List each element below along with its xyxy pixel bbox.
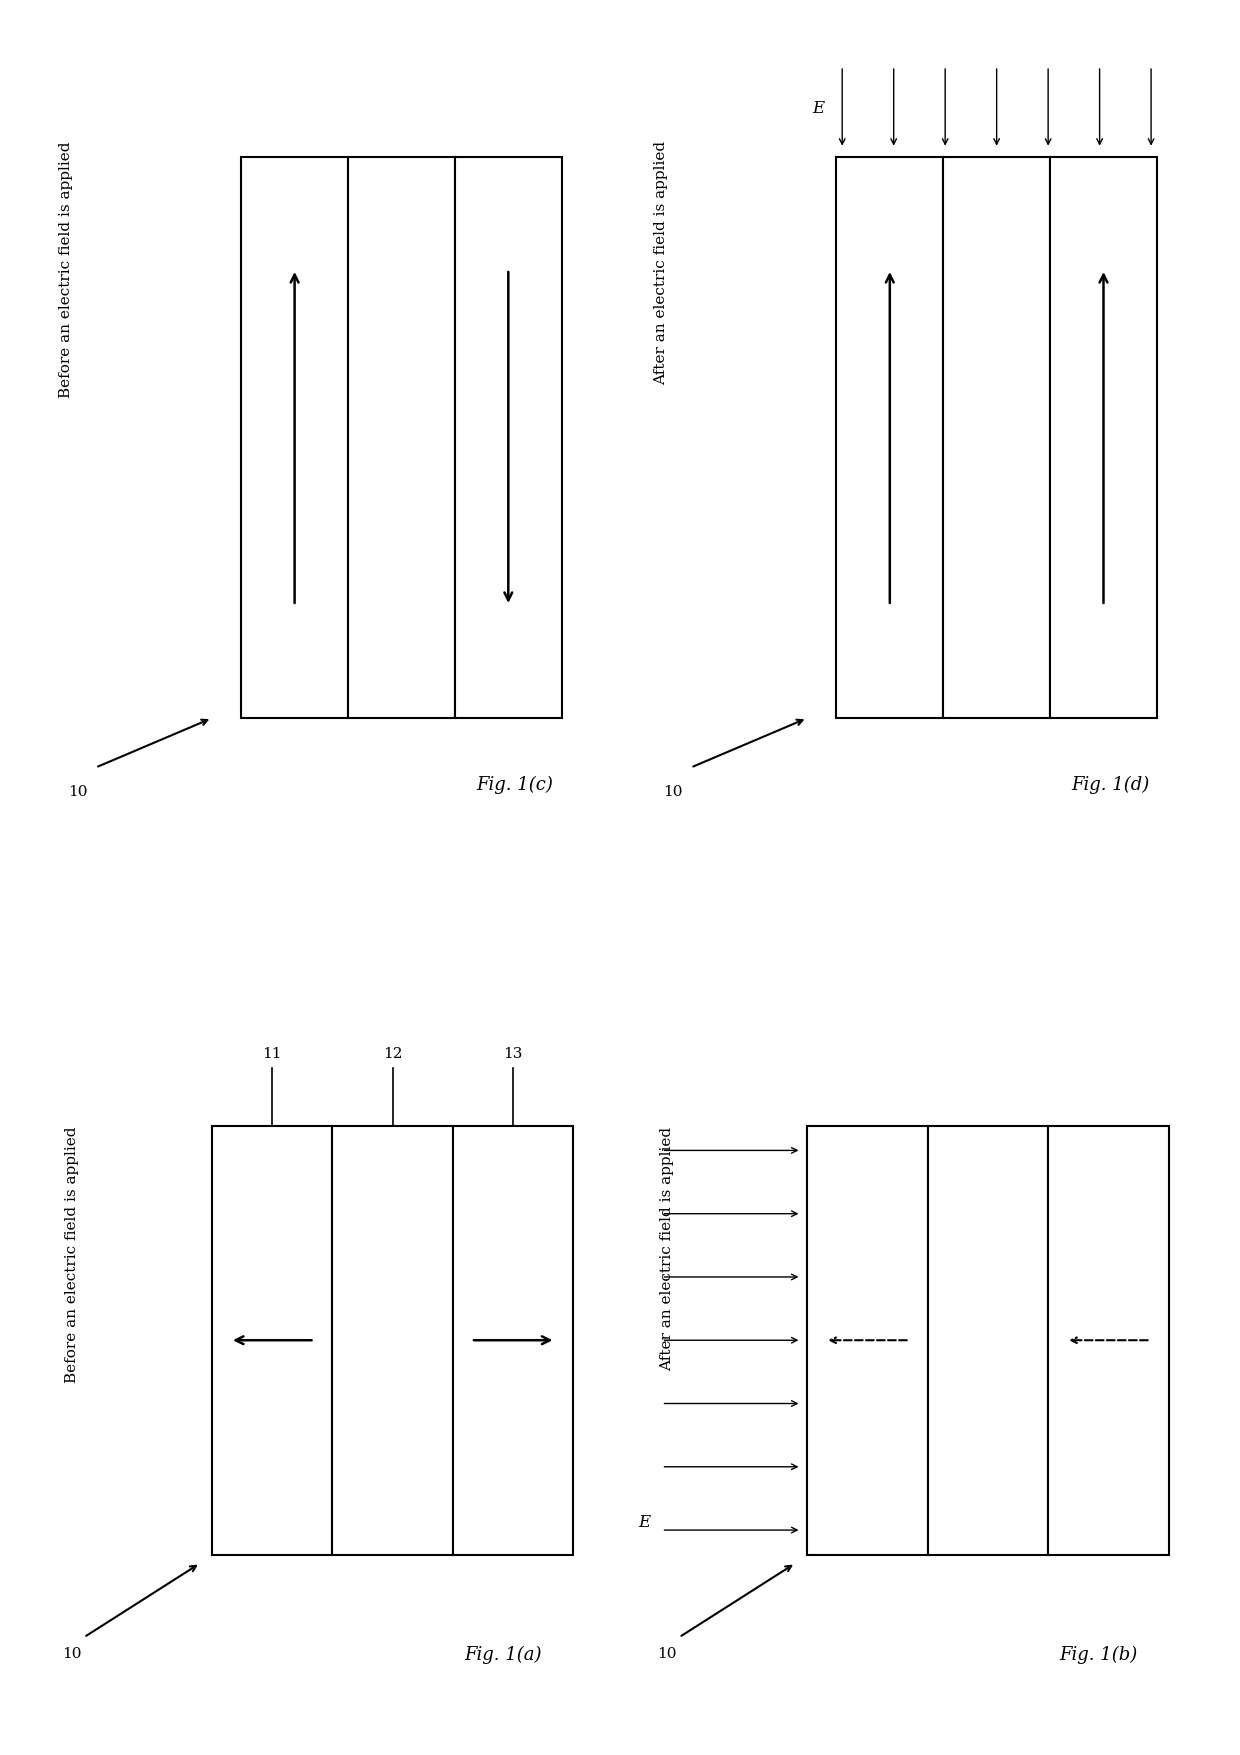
Text: 10: 10 <box>68 784 88 799</box>
Text: Before an electric field is applied: Before an electric field is applied <box>60 142 73 398</box>
Text: Fig. 1(a): Fig. 1(a) <box>465 1644 542 1664</box>
Text: Fig. 1(d): Fig. 1(d) <box>1071 776 1149 793</box>
Bar <box>212 1127 332 1555</box>
Text: 11: 11 <box>263 1046 281 1060</box>
Text: 10: 10 <box>663 784 683 799</box>
Text: After an electric field is applied: After an electric field is applied <box>655 142 668 386</box>
Bar <box>807 1127 928 1555</box>
Text: 13: 13 <box>503 1046 523 1060</box>
Text: Fig. 1(b): Fig. 1(b) <box>1059 1644 1138 1664</box>
Text: Before an electric field is applied: Before an electric field is applied <box>66 1127 79 1383</box>
Text: E: E <box>637 1513 650 1530</box>
Bar <box>836 158 944 720</box>
Bar <box>241 158 348 720</box>
Text: E: E <box>812 100 825 118</box>
Bar <box>455 158 562 720</box>
Text: After an electric field is applied: After an electric field is applied <box>661 1127 675 1371</box>
Bar <box>453 1127 573 1555</box>
Bar <box>944 158 1050 720</box>
Bar <box>1048 1127 1168 1555</box>
Bar <box>1050 158 1157 720</box>
Bar <box>348 158 455 720</box>
Bar <box>332 1127 453 1555</box>
Text: Fig. 1(c): Fig. 1(c) <box>476 776 553 793</box>
Bar <box>928 1127 1048 1555</box>
Text: 10: 10 <box>62 1646 82 1660</box>
Text: 10: 10 <box>657 1646 677 1660</box>
Text: 12: 12 <box>383 1046 403 1060</box>
